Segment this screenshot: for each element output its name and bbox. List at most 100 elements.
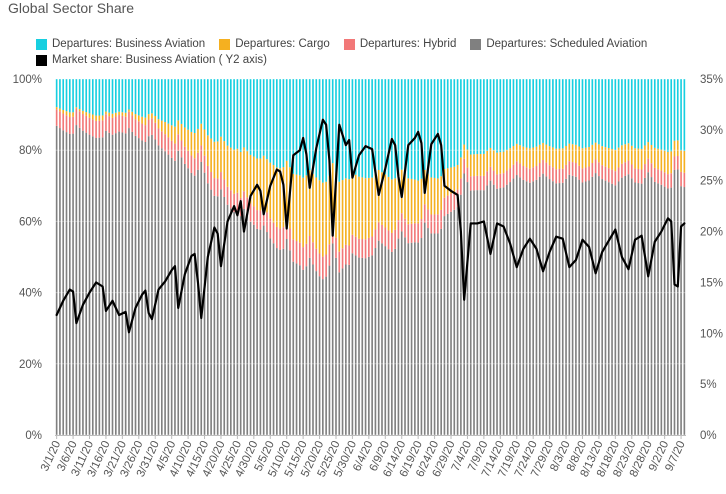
bar-hybrid	[226, 186, 229, 205]
bar-business-aviation	[164, 79, 166, 122]
line-market-share-business-aviation	[55, 118, 686, 334]
bar-hybrid	[391, 232, 393, 252]
bar-business-aviation	[358, 79, 360, 177]
bar-cargo	[325, 181, 327, 255]
bar-hybrid	[223, 179, 226, 198]
bar-cargo	[450, 167, 452, 194]
legend-swatch-hybrid	[343, 38, 355, 50]
bar-hybrid	[532, 167, 534, 182]
bar-business-aviation	[361, 79, 364, 178]
bar-business-aviation	[137, 79, 140, 116]
bar-business-aviation	[400, 79, 403, 170]
bar-hybrid	[634, 168, 636, 183]
bar-scheduled-aviation	[200, 161, 203, 436]
bar-scheduled-aviation	[236, 210, 239, 435]
bar-business-aviation	[124, 79, 127, 113]
bar-hybrid	[315, 248, 318, 272]
bar-business-aviation	[558, 79, 561, 149]
legend-item-scheduled-aviation[interactable]: Departures: Scheduled Aviation	[470, 38, 647, 50]
bar-scheduled-aviation	[279, 249, 281, 435]
bar-hybrid	[676, 155, 679, 170]
bar-scheduled-aviation	[292, 261, 295, 435]
bar-hybrid	[479, 175, 482, 191]
bar-hybrid	[282, 227, 285, 249]
bar-hybrid	[611, 169, 613, 184]
bar-cargo	[637, 148, 640, 169]
bar-cargo	[312, 173, 314, 243]
bar-cargo	[512, 146, 515, 165]
bar-scheduled-aviation	[302, 269, 304, 435]
bar-business-aviation	[647, 79, 650, 143]
bar-scheduled-aviation	[266, 232, 268, 435]
legend-item-cargo[interactable]: Departures: Cargo	[219, 38, 330, 50]
bar-cargo	[542, 142, 544, 161]
bar-scheduled-aviation	[680, 186, 682, 435]
bar-business-aviation	[568, 79, 571, 144]
bar-business-aviation	[617, 79, 620, 148]
bar-cargo	[368, 177, 370, 238]
bar-cargo	[663, 150, 666, 173]
bar-hybrid	[259, 210, 262, 230]
legend-item-hybrid[interactable]: Departures: Hybrid	[343, 38, 456, 50]
bar-business-aviation	[328, 79, 331, 176]
bar-cargo	[279, 168, 281, 229]
bar-business-aviation	[410, 79, 413, 179]
bar-business-aviation	[345, 79, 347, 179]
bar-scheduled-aviation	[538, 176, 541, 436]
bar-scheduled-aviation	[299, 265, 301, 435]
bar-cargo	[160, 120, 163, 132]
bar-scheduled-aviation	[371, 255, 373, 435]
bar-business-aviation	[292, 79, 295, 174]
bar-cargo	[456, 164, 459, 190]
legend-item-market-share[interactable]: Market share: Business Aviation ( Y2 axi…	[36, 54, 267, 66]
bar-scheduled-aviation	[515, 175, 518, 436]
bar-business-aviation	[239, 79, 242, 152]
bar-business-aviation	[417, 79, 419, 181]
bar-scheduled-aviation	[114, 133, 117, 435]
bar-hybrid	[430, 214, 433, 234]
bar-business-aviation	[502, 79, 505, 152]
bar-scheduled-aviation	[532, 181, 534, 435]
bar-scheduled-aviation	[489, 180, 492, 435]
bar-business-aviation	[601, 79, 604, 147]
bar-scheduled-aviation	[111, 134, 114, 435]
bar-scheduled-aviation	[305, 266, 308, 435]
bar-business-aviation	[302, 79, 304, 178]
bar-cargo	[98, 115, 101, 121]
bar-hybrid	[105, 114, 107, 131]
bar-business-aviation	[312, 79, 314, 174]
bar-scheduled-aviation	[456, 207, 459, 435]
bar-scheduled-aviation	[446, 213, 449, 435]
bar-scheduled-aviation	[59, 128, 61, 435]
bar-business-aviation	[193, 79, 196, 133]
bar-scheduled-aviation	[141, 140, 143, 435]
bar-scheduled-aviation	[460, 194, 462, 435]
bar-cargo	[305, 175, 308, 244]
bar-business-aviation	[673, 79, 676, 141]
bar-hybrid	[345, 244, 347, 265]
bar-business-aviation	[183, 79, 186, 128]
bar-hybrid	[262, 206, 265, 226]
bar-cargo	[118, 111, 120, 116]
bar-hybrid	[545, 162, 548, 177]
bar-scheduled-aviation	[98, 137, 101, 435]
bar-business-aviation	[538, 79, 541, 145]
bar-hybrid	[617, 167, 620, 182]
bar-cargo	[187, 129, 189, 151]
bar-cargo	[545, 144, 548, 163]
bar-cargo	[489, 147, 492, 167]
bar-scheduled-aviation	[644, 177, 646, 435]
bar-scheduled-aviation	[207, 183, 209, 435]
bar-hybrid	[236, 192, 239, 211]
bar-hybrid	[460, 178, 462, 195]
bar-business-aviation	[387, 79, 390, 177]
bar-cargo	[328, 175, 331, 245]
bar-cargo	[496, 152, 498, 175]
bar-cargo	[680, 150, 682, 172]
bar-cargo	[302, 177, 304, 248]
legend-item-business-aviation[interactable]: Departures: Business Aviation	[36, 38, 205, 50]
bar-business-aviation	[368, 79, 370, 178]
bar-business-aviation	[581, 79, 584, 149]
bar-scheduled-aviation	[144, 141, 147, 436]
bar-business-aviation	[512, 79, 515, 147]
